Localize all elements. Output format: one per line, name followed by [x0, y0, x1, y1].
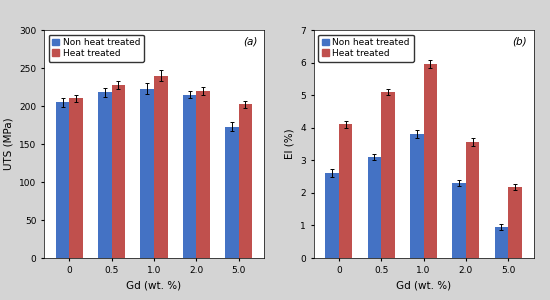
Bar — [154, 76, 168, 258]
Bar — [452, 183, 466, 258]
Bar — [98, 92, 112, 258]
Bar — [367, 157, 381, 258]
Bar — [494, 227, 508, 258]
Bar — [508, 187, 521, 258]
Bar — [466, 142, 480, 258]
Bar — [112, 85, 125, 258]
Y-axis label: UTS (MPa): UTS (MPa) — [3, 118, 14, 170]
Bar — [326, 173, 339, 258]
Bar — [140, 88, 154, 258]
Text: (b): (b) — [512, 37, 527, 47]
Bar — [225, 127, 239, 258]
Legend: Non heat treated, Heat treated: Non heat treated, Heat treated — [48, 34, 144, 62]
X-axis label: Gd (wt. %): Gd (wt. %) — [126, 280, 182, 290]
Legend: Non heat treated, Heat treated: Non heat treated, Heat treated — [318, 34, 414, 62]
Y-axis label: El (%): El (%) — [284, 129, 295, 159]
X-axis label: Gd (wt. %): Gd (wt. %) — [396, 280, 451, 290]
Bar — [69, 98, 83, 258]
Bar — [339, 124, 353, 258]
Bar — [239, 104, 252, 258]
Bar — [410, 134, 424, 258]
Bar — [183, 94, 196, 258]
Bar — [56, 102, 69, 258]
Text: (a): (a) — [243, 37, 257, 47]
Bar — [424, 64, 437, 258]
Bar — [381, 92, 395, 258]
Bar — [196, 91, 210, 258]
